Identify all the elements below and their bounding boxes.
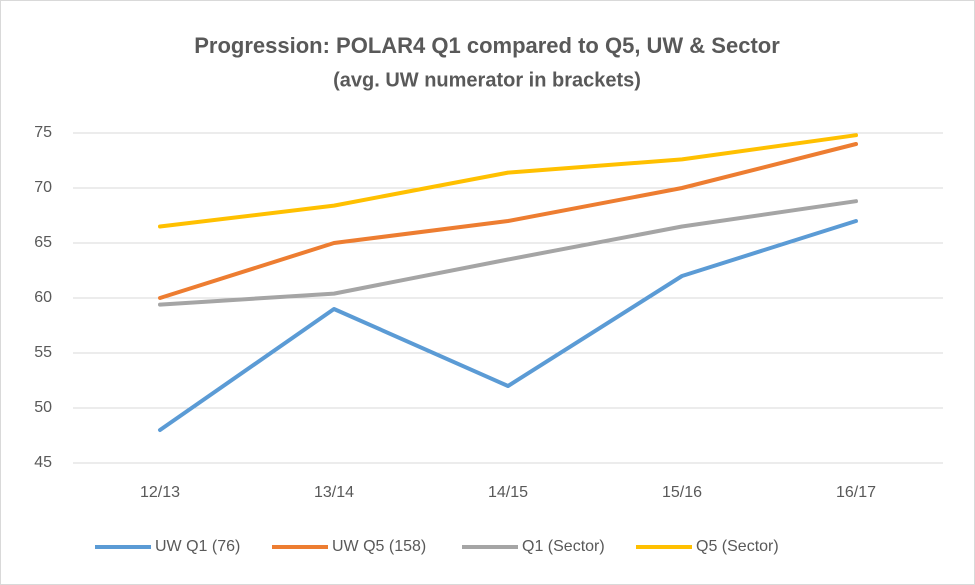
legend-label: Q1 (Sector) <box>522 538 605 555</box>
legend-label: Q5 (Sector) <box>696 538 779 555</box>
y-tick-label: 75 <box>34 124 52 141</box>
x-tick-label: 14/15 <box>488 484 528 501</box>
y-tick-label: 50 <box>34 399 52 416</box>
series-line <box>158 199 858 307</box>
series-line <box>158 133 858 229</box>
chart-title: Progression: POLAR4 Q1 compared to Q5, U… <box>194 33 780 58</box>
y-tick-label: 65 <box>34 234 52 251</box>
series-line <box>158 219 858 432</box>
y-tick-label: 55 <box>34 344 52 361</box>
y-tick-label: 60 <box>34 289 52 306</box>
x-tick-label: 12/13 <box>140 484 180 501</box>
y-tick-label: 70 <box>34 179 52 196</box>
series-line <box>158 142 858 300</box>
chart-subtitle: (avg. UW numerator in brackets) <box>333 69 641 91</box>
x-tick-label: 15/16 <box>662 484 702 501</box>
y-tick-label: 45 <box>34 454 52 471</box>
x-tick-label: 13/14 <box>314 484 354 501</box>
legend-label: UW Q5 (158) <box>332 538 426 555</box>
x-tick-label: 16/17 <box>836 484 876 501</box>
legend-label: UW Q1 (76) <box>155 538 240 555</box>
